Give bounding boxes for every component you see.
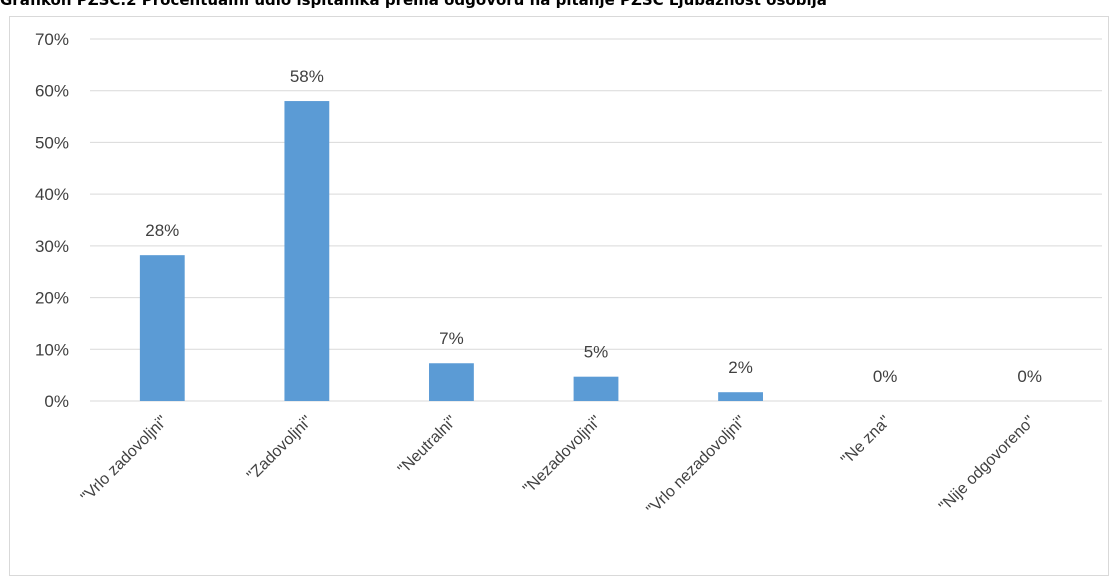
y-tick-label: 40% <box>35 185 69 204</box>
data-label: 7% <box>439 329 464 348</box>
x-tick-label: "Nije odgovoreno" <box>936 413 1038 515</box>
x-tick-label: "Ne zna" <box>838 413 894 469</box>
bar <box>574 377 619 401</box>
data-label: 58% <box>290 67 324 86</box>
x-tick-label: "Vrlo nezadovoljni" <box>644 413 750 519</box>
bar <box>429 363 474 401</box>
x-tick-label: "Zadovoljni" <box>244 413 316 485</box>
bar <box>140 255 185 401</box>
x-axis: "Vrlo zadovoljni" "Zadovoljni" "Neutralni"… <box>78 413 1039 519</box>
y-tick-label: 10% <box>35 340 69 359</box>
y-axis: 0% 10% 20% 30% 40% 50% 60% 70% <box>35 30 69 411</box>
data-label: 0% <box>1017 367 1042 386</box>
bar <box>718 392 763 401</box>
y-tick-label: 20% <box>35 289 69 308</box>
y-tick-label: 0% <box>44 392 69 411</box>
x-tick-label: "Neutralni" <box>395 413 460 478</box>
y-tick-label: 70% <box>35 30 69 49</box>
y-tick-label: 30% <box>35 237 69 256</box>
y-tick-label: 50% <box>35 133 69 152</box>
bars: 28% 58% 7% 5% 2% 0% 0% <box>140 67 1042 401</box>
x-tick-label: "Nezadovoljni" <box>520 413 605 498</box>
bar <box>284 101 329 401</box>
x-tick-label: "Vrlo zadovoljni" <box>78 413 171 506</box>
data-label: 0% <box>873 367 898 386</box>
data-label: 5% <box>584 343 609 362</box>
data-label: 28% <box>145 221 179 240</box>
data-label: 2% <box>728 358 753 377</box>
y-tick-label: 60% <box>35 82 69 101</box>
